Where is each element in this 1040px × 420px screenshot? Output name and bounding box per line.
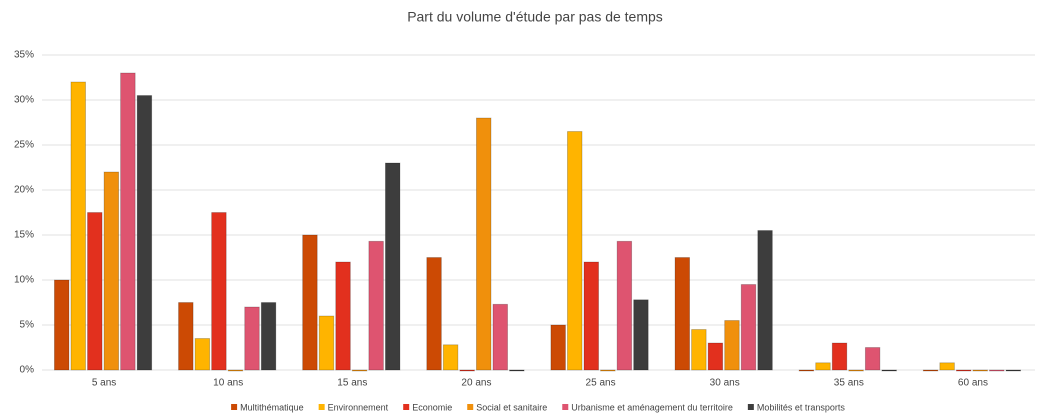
legend-swatch: [467, 404, 474, 410]
bar: [260, 302, 277, 371]
x-tick-label: 10 ans: [213, 378, 243, 389]
bar: [459, 369, 475, 372]
legend-swatch: [403, 404, 410, 410]
bar: [227, 369, 244, 372]
legend-label: Environnement: [328, 402, 389, 412]
bar: [691, 329, 707, 371]
y-tick-label: 30%: [14, 95, 34, 106]
bar: [972, 369, 988, 372]
bar: [922, 369, 939, 372]
y-tick-label: 10%: [14, 275, 34, 286]
bar: [707, 342, 724, 371]
x-tick-label: 20 ans: [461, 378, 491, 389]
chart-title: Part du volume d'étude par pas de temps: [407, 9, 663, 25]
legend-swatch: [231, 404, 238, 410]
legend-swatch: [562, 404, 569, 410]
y-tick-label: 5%: [20, 320, 35, 331]
bar: [616, 240, 633, 371]
bar: [815, 362, 831, 371]
y-tick-label: 15%: [14, 230, 34, 241]
bar: [476, 117, 492, 371]
bar: [492, 303, 508, 371]
bar: [318, 315, 335, 371]
bar: [70, 81, 86, 371]
x-tick-label: 15 ans: [337, 378, 367, 389]
bar: [1005, 369, 1021, 372]
bar: [178, 302, 194, 371]
bar: [740, 284, 757, 371]
bar: [302, 234, 318, 371]
bar: [583, 261, 599, 371]
legend-label: Mobilités et transports: [757, 402, 846, 412]
x-tick-label: 35 ans: [834, 378, 864, 389]
bar: [567, 131, 583, 371]
bar: [831, 342, 848, 371]
bar: [955, 369, 972, 372]
bar: [351, 369, 368, 372]
x-tick-label: 25 ans: [586, 378, 616, 389]
x-tick-label: 30 ans: [710, 378, 740, 389]
y-tick-label: 20%: [14, 185, 34, 196]
bar: [368, 240, 384, 371]
bar: [600, 369, 616, 372]
bar: [509, 369, 525, 372]
y-tick-label: 0%: [20, 365, 35, 376]
bar: [848, 369, 864, 372]
bar: [939, 362, 955, 371]
legend-swatch: [318, 404, 325, 410]
bar: [864, 347, 881, 371]
bar: [54, 279, 70, 371]
x-tick-label: 5 ans: [92, 378, 116, 389]
bar: [136, 95, 153, 371]
bar: [798, 369, 815, 372]
bar: [550, 324, 566, 371]
bar: [426, 257, 442, 371]
bar: [194, 338, 211, 371]
bar: [674, 257, 690, 371]
x-tick-label: 60 ans: [958, 378, 988, 389]
legend-label: Urbanisme et aménagement du territoire: [571, 402, 733, 412]
legend-label: Economie: [412, 402, 452, 412]
bar: [724, 320, 740, 371]
bar: [442, 344, 459, 371]
bar: [103, 171, 120, 371]
bar: [87, 212, 103, 371]
y-tick-label: 25%: [14, 140, 34, 151]
bar: [385, 162, 401, 371]
legend-swatch: [747, 404, 754, 410]
bar: [989, 369, 1005, 372]
legend-label: Multithématique: [240, 402, 304, 412]
bar: [335, 261, 351, 371]
legend-label: Social et sanitaire: [476, 402, 547, 412]
y-tick-label: 35%: [14, 50, 34, 61]
bar: [757, 230, 773, 371]
bar: [244, 306, 260, 371]
bar: [881, 369, 897, 372]
bar: [120, 72, 136, 371]
bar: [211, 212, 227, 371]
bar: [633, 299, 649, 371]
